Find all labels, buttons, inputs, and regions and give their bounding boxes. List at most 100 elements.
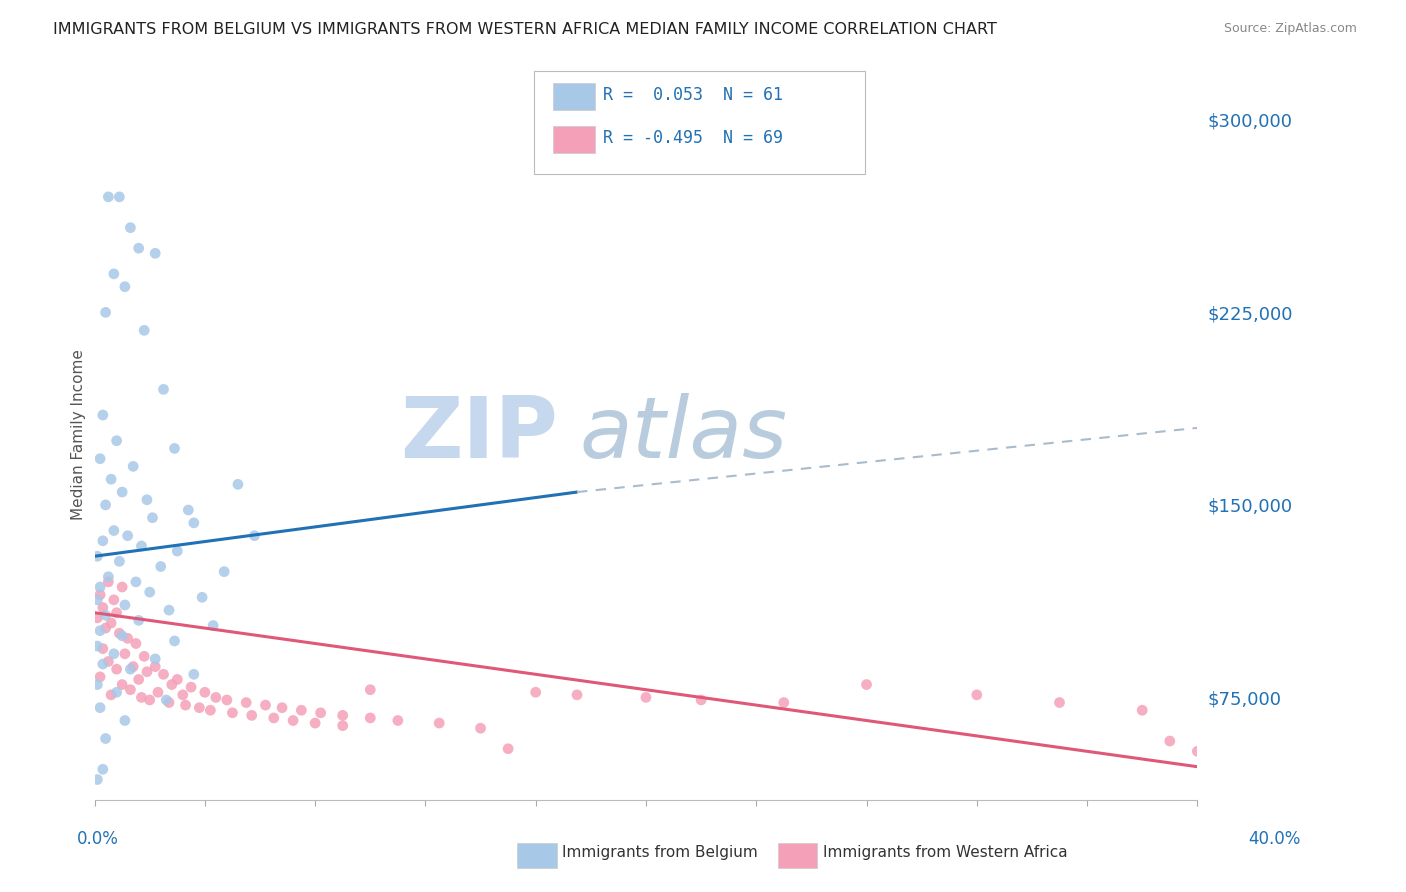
Point (105, 434, 128, 448)
Point (143, 246, 166, 260)
Point (97, 655, 120, 669)
Point (226, 477, 249, 491)
Point (496, 741, 519, 756)
Text: IMMIGRANTS FROM BELGIUM VS IMMIGRANTS FROM WESTERN AFRICA MEDIAN FAMILY INCOME C: IMMIGRANTS FROM BELGIUM VS IMMIGRANTS FR… (53, 22, 997, 37)
Text: 40.0%: 40.0% (1249, 830, 1301, 847)
Point (221, 706, 243, 720)
Point (163, 442, 186, 456)
Point (91, 641, 114, 656)
Point (105, 685, 128, 699)
Text: R =  0.053  N = 61: R = 0.053 N = 61 (603, 87, 783, 104)
Point (243, 529, 266, 543)
Point (89, 580, 111, 594)
Point (97, 190, 120, 204)
Point (183, 667, 205, 681)
Point (86, 639, 108, 653)
Text: Immigrants from Western Africa: Immigrants from Western Africa (823, 846, 1067, 860)
Point (772, 696, 794, 710)
Point (120, 220, 142, 235)
Point (152, 383, 174, 397)
Text: 0.0%: 0.0% (77, 830, 120, 847)
Text: Source: ZipAtlas.com: Source: ZipAtlas.com (1223, 22, 1357, 36)
Point (191, 591, 214, 605)
Point (565, 688, 588, 702)
Point (103, 647, 125, 661)
Point (855, 677, 877, 691)
Point (359, 682, 381, 697)
Point (177, 503, 200, 517)
Point (122, 459, 145, 474)
Point (143, 659, 166, 673)
Point (128, 673, 150, 687)
Point (1130, 703, 1153, 717)
Point (103, 524, 125, 538)
Point (108, 626, 131, 640)
Point (180, 680, 202, 694)
Point (94, 608, 117, 623)
Point (117, 529, 139, 543)
Point (359, 711, 381, 725)
Point (103, 592, 125, 607)
Point (143, 652, 166, 666)
Point (172, 688, 194, 702)
Point (524, 685, 547, 699)
Point (149, 559, 172, 574)
Point (470, 721, 492, 735)
Point (111, 485, 134, 500)
Point (94, 621, 117, 635)
Point (97, 574, 120, 589)
Point (134, 323, 156, 337)
Point (120, 682, 142, 697)
Point (271, 700, 294, 714)
Point (91, 762, 114, 776)
Point (97, 570, 120, 584)
Point (91, 533, 114, 548)
Point (202, 618, 225, 632)
Point (152, 667, 174, 681)
Point (94, 498, 117, 512)
Point (89, 451, 111, 466)
Text: atlas: atlas (579, 392, 787, 475)
Point (304, 716, 326, 731)
Point (131, 539, 153, 553)
Point (966, 688, 988, 702)
Point (114, 598, 136, 612)
Point (138, 693, 160, 707)
Point (117, 632, 139, 646)
Point (86, 772, 108, 787)
Text: Immigrants from Belgium: Immigrants from Belgium (562, 846, 758, 860)
Point (108, 554, 131, 568)
Point (86, 592, 108, 607)
Point (134, 649, 156, 664)
Point (125, 636, 148, 650)
Point (105, 606, 128, 620)
Point (103, 267, 125, 281)
Point (174, 698, 197, 712)
Point (94, 731, 117, 746)
Point (1187, 744, 1209, 758)
Point (86, 549, 108, 564)
Point (1049, 696, 1071, 710)
Point (128, 241, 150, 255)
Point (114, 714, 136, 728)
Point (183, 516, 205, 530)
Point (1159, 734, 1181, 748)
Point (100, 688, 122, 702)
Point (427, 716, 450, 731)
Point (155, 693, 177, 707)
Point (138, 585, 160, 599)
Point (105, 662, 128, 676)
Point (111, 580, 134, 594)
Point (89, 700, 111, 714)
Point (387, 714, 409, 728)
Point (122, 659, 145, 673)
Point (91, 600, 114, 615)
Point (86, 677, 108, 691)
Point (290, 703, 312, 717)
Point (215, 693, 238, 707)
Point (235, 696, 257, 710)
Text: R = -0.495  N = 69: R = -0.495 N = 69 (603, 129, 783, 147)
Point (263, 711, 285, 725)
Point (100, 615, 122, 630)
Point (200, 703, 222, 717)
